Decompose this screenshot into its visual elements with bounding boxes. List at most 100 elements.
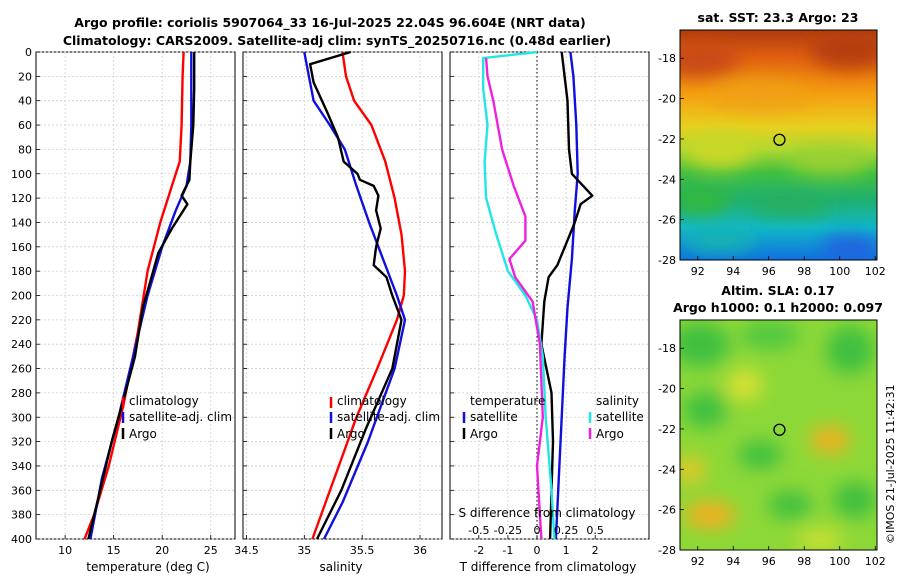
y-tick-label: 340 — [11, 460, 32, 473]
y-tick-label: 0 — [25, 46, 32, 59]
legend-s-heading: salinity — [596, 394, 639, 408]
difference-panel: -2 -1 0 1 2 T difference from climatology S … — [449, 50, 650, 574]
sst-map-panel: sat. SST: 23.3 Argo: 23 92 94 96 98 100 102 -1… — [658, 10, 886, 278]
y-tick-label: 120 — [11, 192, 32, 205]
salinity-ticks: 34.5 35 35.5 36 — [234, 51, 427, 557]
sst-map-frame — [679, 29, 878, 261]
y-tick-label: -28 — [658, 254, 676, 267]
series-line-argo — [87, 52, 196, 540]
x-tick-label: 35 — [297, 544, 311, 557]
sla-map-subtitle: Argo h1000: 0.1 h2000: 0.097 — [673, 300, 883, 315]
legend-s-argo-label: Argo — [596, 427, 624, 441]
sla-field — [680, 320, 877, 550]
x-tick-label: 2 — [592, 544, 599, 557]
sst-map-title: sat. SST: 23.3 Argo: 23 — [698, 10, 859, 25]
legend-t-satellite-label: satellite — [470, 410, 518, 424]
s-tick-label: -0.25 — [494, 524, 522, 537]
x-tick-label: 1 — [563, 544, 570, 557]
salinity-legend: climatology satellite-adj. clim Argo — [329, 394, 440, 441]
legend-satellite-label: satellite-adj. clim — [129, 410, 232, 424]
x-tick-label: 92 — [691, 555, 705, 568]
series-line-t-satellite — [554, 51, 579, 540]
s-tick-label: 0 — [533, 524, 540, 537]
x-tick-label: 98 — [797, 265, 811, 278]
argo-location-marker — [773, 423, 786, 436]
x-tick-label: 10 — [58, 544, 72, 557]
y-tick-label: -24 — [658, 463, 676, 476]
x-tick-label: 100 — [829, 265, 850, 278]
sla-map-title: Altim. SLA: 0.17 — [721, 283, 834, 298]
difference-grid — [450, 51, 649, 540]
y-tick-label: -24 — [658, 173, 676, 186]
legend-t-argo-label: Argo — [470, 427, 498, 441]
y-tick-label: -22 — [658, 133, 676, 146]
sla-texture — [680, 321, 877, 550]
y-tick-label: 300 — [11, 411, 32, 424]
x-tick-label: 35.5 — [350, 544, 375, 557]
temperature-legend: climatology satellite-adj. clim Argo — [121, 394, 232, 441]
y-tick-label: 220 — [11, 314, 32, 327]
x-tick-label: 96 — [762, 265, 776, 278]
y-tick-label: 80 — [18, 143, 32, 156]
sst-texture — [680, 32, 877, 260]
x-tick-label: 96 — [762, 555, 776, 568]
y-tick-label: 140 — [11, 216, 32, 229]
y-tick-label: 100 — [11, 168, 32, 181]
legend-t-heading: temperature — [470, 394, 545, 408]
s-tick-label: 0.25 — [554, 524, 579, 537]
x-tick-label: 98 — [797, 555, 811, 568]
temperature-panel: 0 20 40 60 80 100 120 140 160 180 200 220 240 260 280 3… — [11, 46, 236, 574]
imos-timestamp: ©IMOS 21-Jul-2025 11:42:31 — [884, 384, 897, 544]
x-tick-label: 94 — [726, 265, 740, 278]
temperature-grid — [36, 51, 235, 540]
salinity-lines — [303, 50, 407, 540]
x-tick-label: -1 — [502, 544, 513, 557]
s-tick-label: -0.5 — [468, 524, 489, 537]
x-tick-label: 102 — [865, 265, 886, 278]
difference-lines — [482, 50, 594, 540]
difference-xlabel-top: S difference from climatology — [459, 506, 636, 520]
temperature-xlabel: temperature (deg C) — [86, 560, 209, 574]
y-tick-label: 60 — [18, 119, 32, 132]
y-tick-label: 180 — [11, 265, 32, 278]
y-tick-label: -18 — [658, 52, 676, 65]
y-tick-label: 20 — [18, 70, 32, 83]
difference-xlabel: T difference from climatology — [459, 560, 637, 574]
temperature-lines — [83, 51, 196, 540]
series-line-s-satellite — [482, 50, 556, 540]
argo-location-marker — [773, 133, 786, 146]
y-tick-label: 200 — [11, 290, 32, 303]
series-line-argo — [308, 50, 403, 540]
x-tick-label: 100 — [829, 555, 850, 568]
sst-field — [680, 30, 877, 260]
y-tick-label: 260 — [11, 363, 32, 376]
x-tick-label: 15 — [107, 544, 121, 557]
series-line-climatology — [311, 51, 407, 540]
x-tick-label: 20 — [155, 544, 169, 557]
s-difference-ticks: -0.5 -0.25 0 0.25 0.5 — [468, 524, 604, 537]
legend-climatology-label: climatology — [129, 394, 199, 408]
y-tick-label: 380 — [11, 509, 32, 522]
series-line-t-argo — [540, 51, 594, 540]
y-tick-label: 240 — [11, 338, 32, 351]
x-tick-label: 36 — [413, 544, 427, 557]
y-tick-label: -20 — [658, 93, 676, 106]
salinity-grid — [243, 51, 442, 540]
sla-map-ticks: 92 94 96 98 100 102 -18 -20 -22 -24 -26 -28 — [658, 342, 886, 568]
x-tick-label: 102 — [865, 555, 886, 568]
y-tick-label: -26 — [658, 214, 676, 227]
salinity-panel: 34.5 35 35.5 36 salinity climatology satell… — [234, 50, 443, 574]
x-tick-label: 94 — [726, 555, 740, 568]
sla-map-panel: Altim. SLA: 0.17 Argo h1000: 0.1 h2000: … — [658, 283, 886, 568]
legend-satellite-label: satellite-adj. clim — [337, 410, 440, 424]
legend-argo-label: Argo — [337, 427, 365, 441]
x-tick-label: -2 — [473, 544, 484, 557]
s-tick-label: 0.5 — [586, 524, 604, 537]
s-difference-legend: salinity satellite Argo — [588, 394, 644, 441]
y-tick-label: -28 — [658, 544, 676, 557]
legend-argo-label: Argo — [129, 427, 157, 441]
figure-title-line1: Argo profile: coriolis 5907064_33 16-Jul… — [74, 15, 585, 31]
difference-ticks: -2 -1 0 1 2 — [450, 51, 599, 557]
salinity-xlabel: salinity — [319, 560, 362, 574]
